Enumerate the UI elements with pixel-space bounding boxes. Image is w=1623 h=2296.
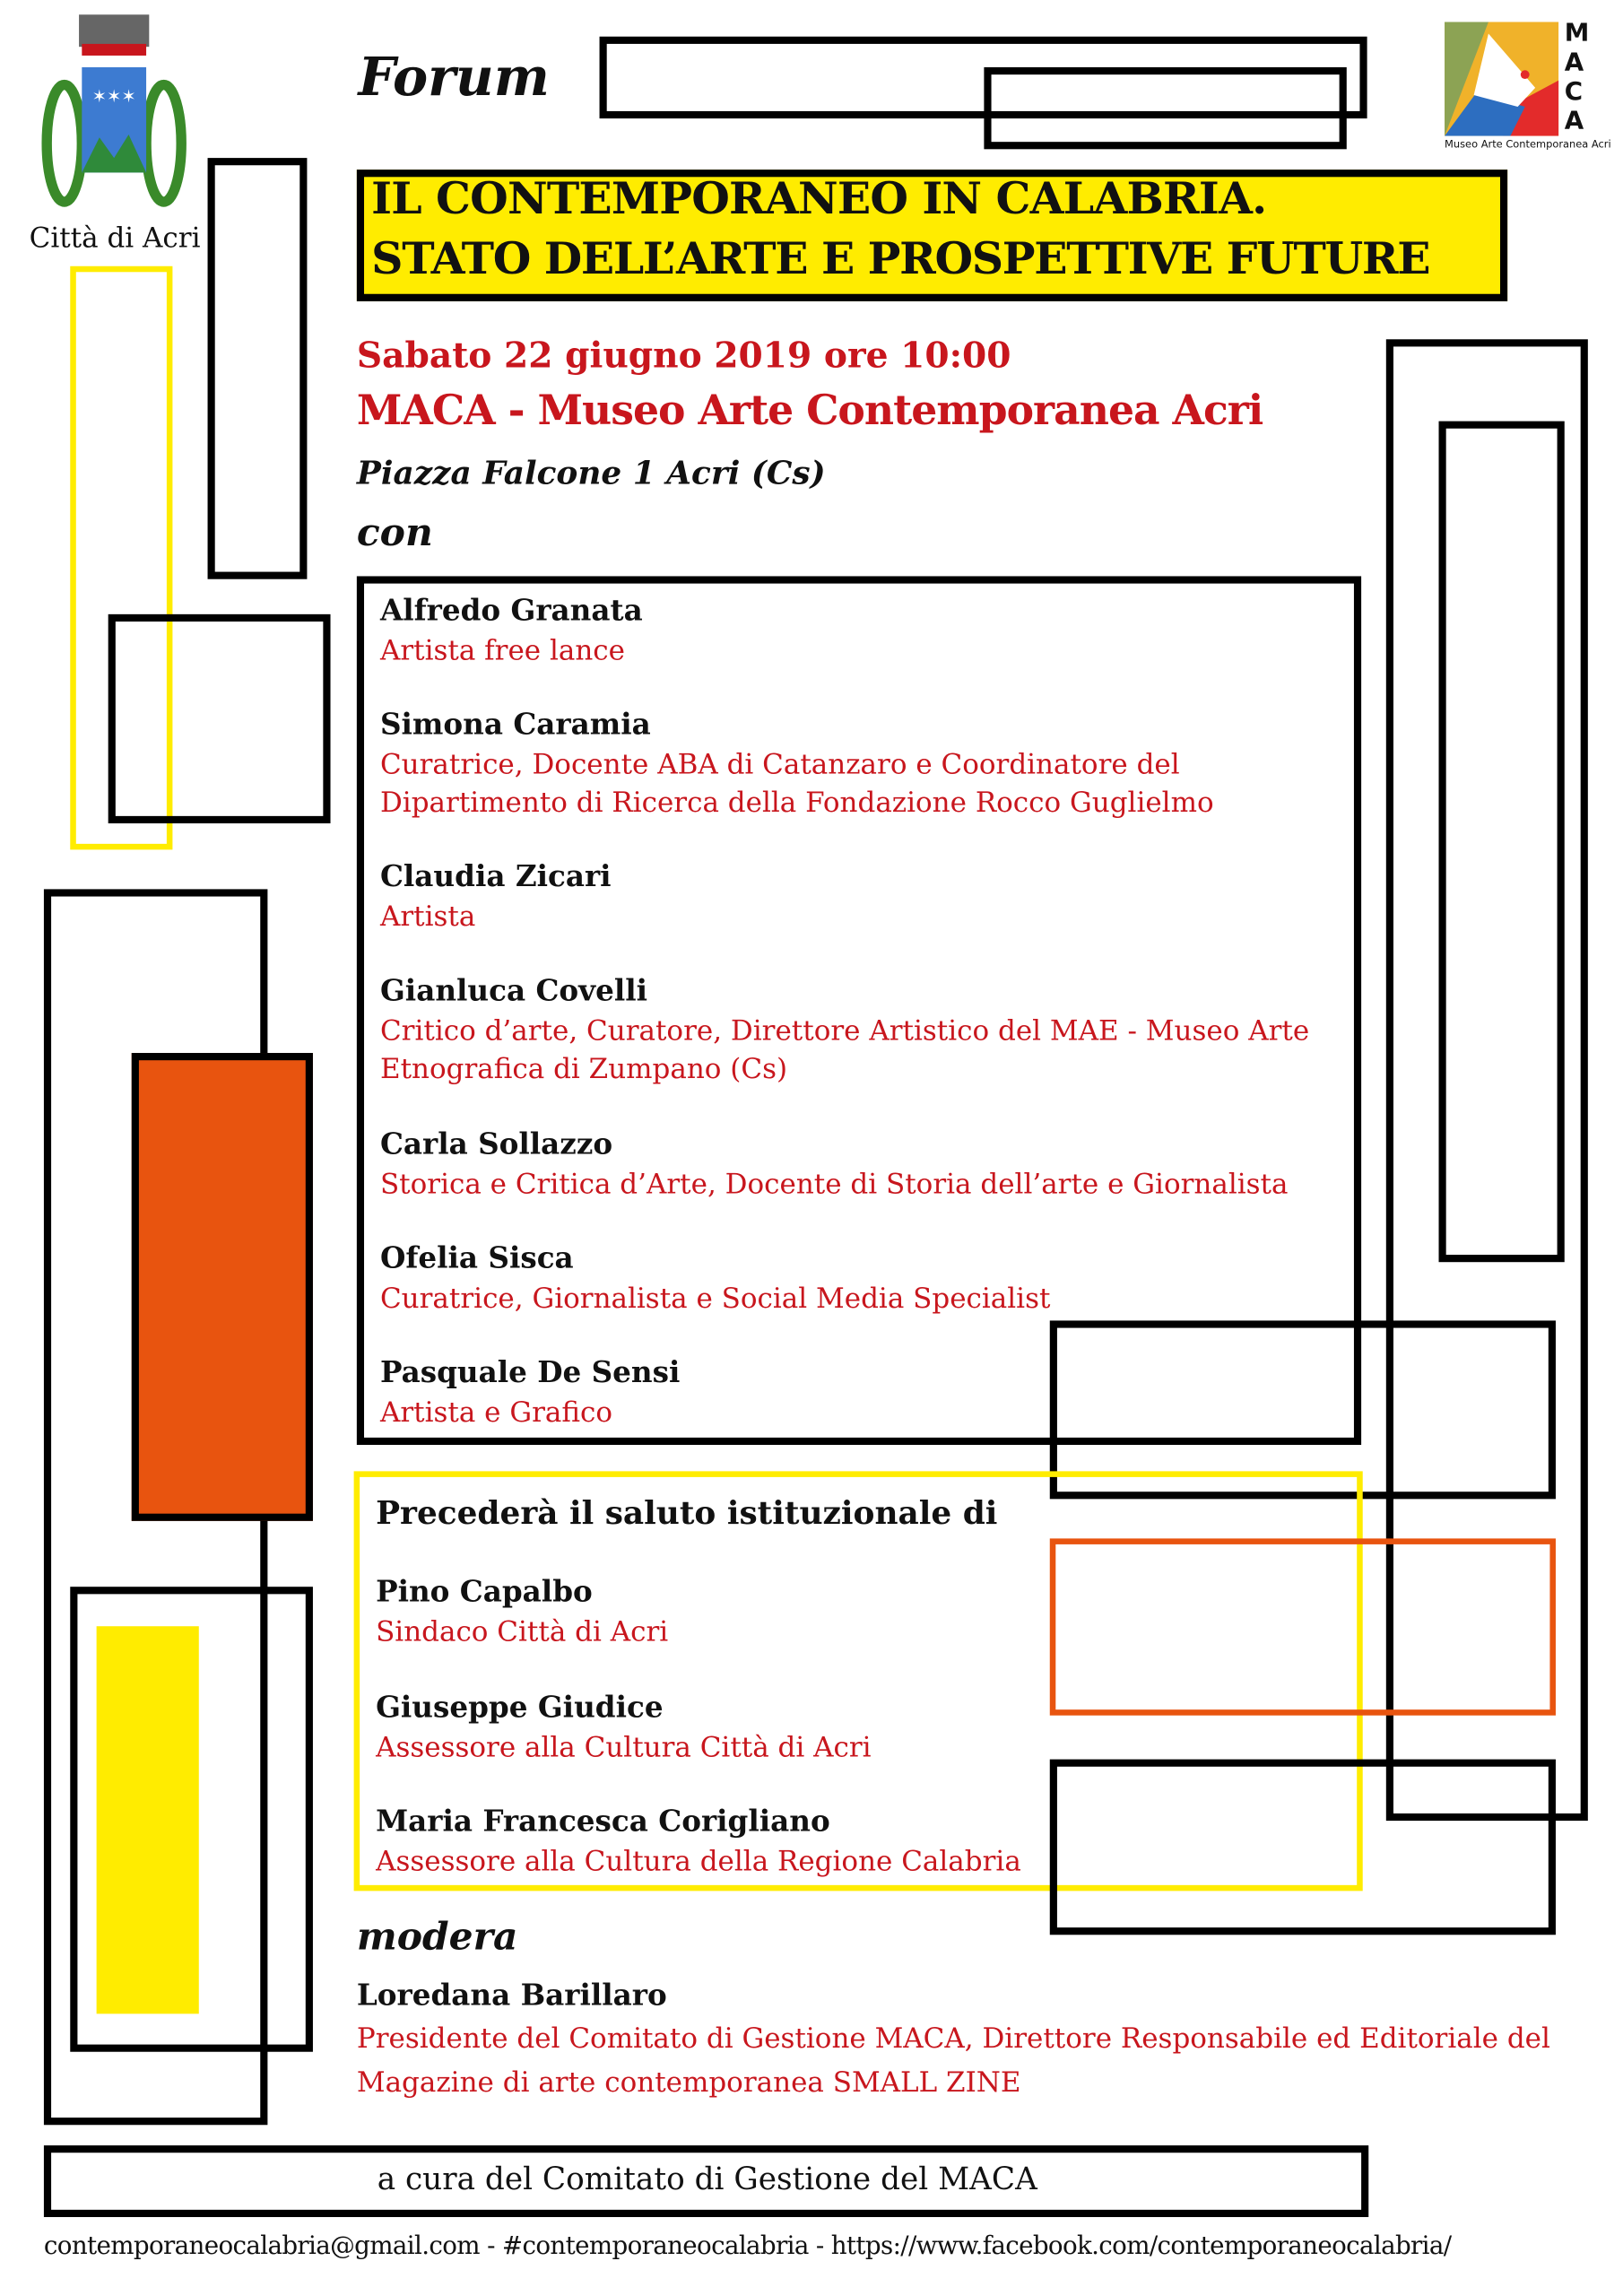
deco-rect [1385,339,1588,1822]
event-venue: MACA - Museo Arte Contemporanea Acri [356,386,1263,435]
maca-caption: Museo Arte Contemporanea Acri [1445,138,1611,151]
curated-by: a cura del Comitato di Gestione del MACA [377,2161,1037,2197]
greeting-role: Assessore alla Cultura Città di Acri [376,1731,872,1764]
greeting-name: Maria Francesca Corigliano [376,1803,830,1839]
speaker-name: Simona Caramia [379,706,651,742]
speaker-name: Claudia Zicari [379,858,612,894]
deco-rect [108,613,331,824]
title-line-1: IL CONTEMPORANEO IN CALABRIA. [371,174,1267,226]
speaker-role: Storica e Critica d’Arte, Docente di Sto… [379,1168,1289,1201]
speaker-name: Ofelia Sisca [379,1239,574,1275]
speaker-name: Carla Sollazzo [379,1126,613,1161]
moderator-label: modera [356,1916,518,1961]
svg-text:✶✶✶: ✶✶✶ [92,86,136,107]
speaker-role: Dipartimento di Ricerca della Fondazione… [379,787,1214,820]
greetings-label: Precederà il saluto istituzionale di [376,1494,998,1533]
moderator-name: Loredana Barillaro [356,1977,667,2013]
city-name: Città di Acri [29,222,201,255]
speaker-role: Curatrice, Giornalista e Social Media Sp… [379,1283,1051,1315]
moderator-role-line: Magazine di arte contemporanea SMALL ZIN… [356,2066,1021,2099]
title-banner [356,170,1508,301]
speaker-role: Artista free lance [379,634,625,667]
deco-yellow-block [96,1626,199,2014]
maca-letter: C [1564,77,1584,108]
maca-letter: M [1564,19,1590,48]
footer-box [43,2145,1369,2217]
speaker-role: Artista e Grafico [379,1396,613,1430]
deco-rect [1438,421,1565,1263]
event-address: Piazza Falcone 1 Acri (Cs) [356,455,826,493]
deco-rect [599,36,1367,119]
title-line-2: STATO DELL’ARTE E PROSPETTIVE FUTURE [371,233,1430,285]
speaker-role: Curatrice, Docente ABA di Catanzaro e Co… [379,748,1180,781]
speakers-box [356,576,1362,1446]
deco-rect [207,158,308,579]
maca-letter: A [1564,48,1584,78]
greetings-box [353,1471,1363,1892]
greeting-name: Giuseppe Giudice [376,1689,664,1725]
greeting-role: Assessore alla Cultura della Regione Cal… [376,1845,1021,1878]
city-crest-logo: ✶✶✶ [32,12,196,223]
deco-rect [1049,1538,1556,1716]
with-label: con [356,511,433,556]
speaker-name: Gianluca Covelli [379,972,648,1008]
deco-rect [70,265,173,850]
contacts-line: contemporaneocalabria@gmail.com - #conte… [43,2231,1452,2261]
speaker-name: Alfredo Granata [379,592,643,628]
deco-orange-block [131,1053,313,1521]
moderator-role-line: Presidente del Comitato di Gestione MACA… [356,2022,1550,2055]
speaker-role: Etnografica di Zumpano (Cs) [379,1053,788,1085]
speaker-role: Artista [379,900,476,934]
event-date: Sabato 22 giugno 2019 ore 10:00 [356,333,1011,377]
speaker-name: Pasquale De Sensi [379,1353,681,1390]
deco-rect [70,1587,313,2052]
deco-rect [984,67,1347,150]
maca-letter: A [1564,107,1584,136]
deco-rect [1049,1759,1556,1935]
deco-rect [1049,1320,1556,1500]
speaker-role: Critico d’arte, Curatore, Direttore Arti… [379,1014,1310,1048]
forum-label: Forum [358,47,550,109]
greeting-role: Sindaco Città di Acri [376,1615,669,1648]
maca-logo: M A C A Museo Arte Contemporanea Acri [1445,19,1611,156]
greeting-name: Pino Capalbo [376,1573,593,1609]
